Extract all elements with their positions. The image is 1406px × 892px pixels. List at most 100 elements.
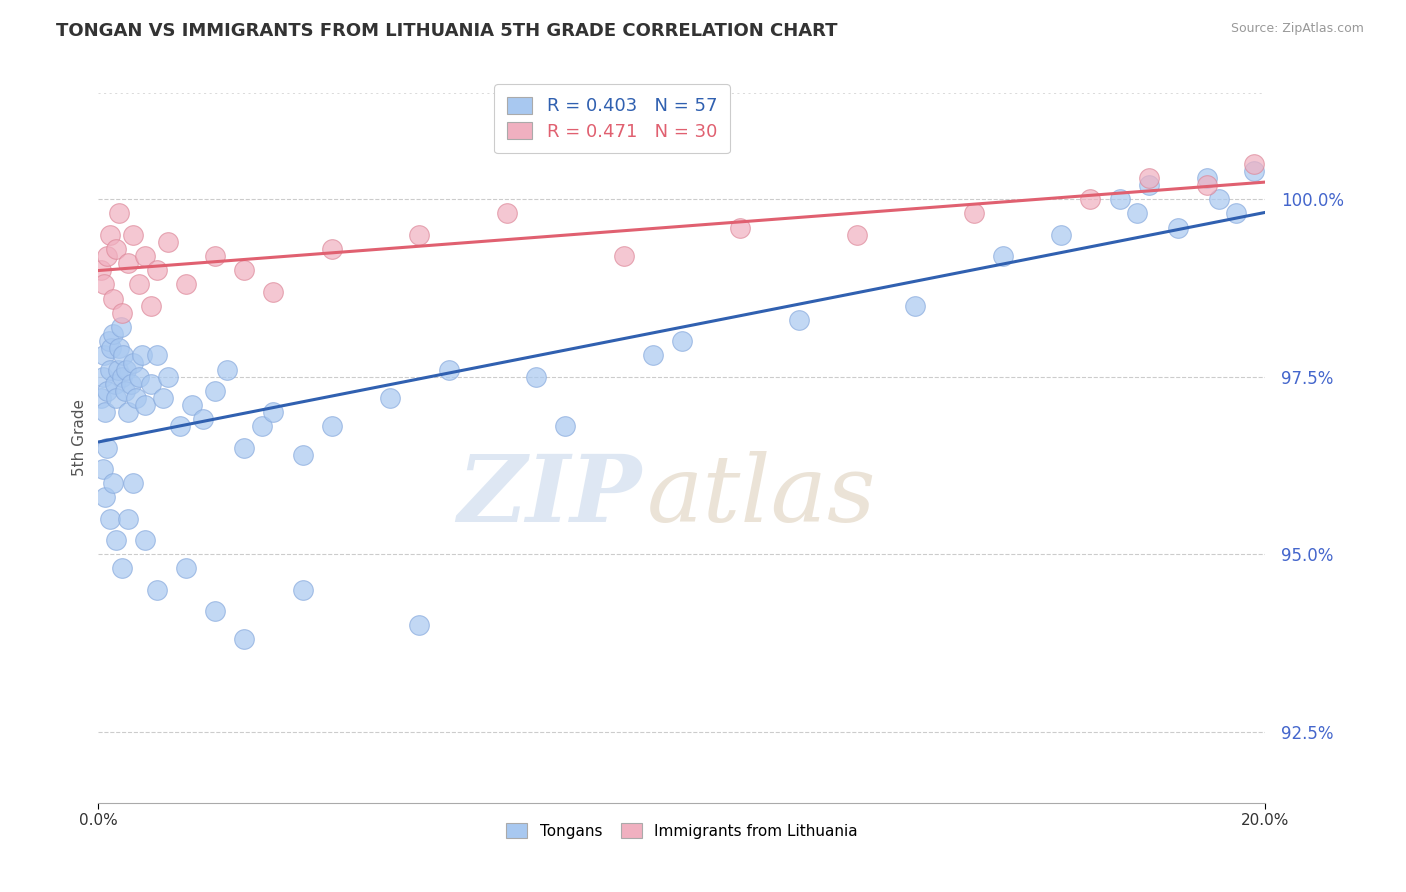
Point (97, 334, 120, 349)
Point (152, 391, 174, 405)
Point (250, 419, 273, 434)
Point (115, 362, 138, 376)
Point (107, 362, 129, 376)
Point (962, 206, 984, 220)
Point (263, 285, 285, 299)
Point (291, 448, 314, 462)
Point (169, 419, 191, 434)
Point (146, 263, 169, 277)
Point (157, 235, 180, 249)
Point (730, 220, 752, 235)
Point (122, 476, 145, 491)
Point (134, 533, 156, 547)
Point (120, 376, 142, 391)
Point (111, 369, 134, 384)
Point (100, 341, 122, 355)
Point (233, 632, 256, 647)
Point (134, 249, 156, 263)
Point (93, 277, 115, 292)
Point (128, 277, 150, 292)
Point (204, 384, 226, 398)
Point (991, 249, 1014, 263)
Point (128, 369, 150, 384)
Point (96, 384, 118, 398)
Point (263, 405, 285, 419)
Point (111, 561, 134, 575)
Point (524, 369, 547, 384)
Point (193, 412, 215, 426)
Point (1108, 192, 1130, 206)
Point (96, 441, 118, 455)
Text: Source: ZipAtlas.com: Source: ZipAtlas.com (1230, 22, 1364, 36)
Point (101, 292, 124, 306)
Point (101, 476, 124, 491)
Point (157, 369, 180, 384)
Point (1208, 192, 1230, 206)
Point (117, 512, 139, 526)
Point (1167, 220, 1189, 235)
Point (104, 376, 127, 391)
Point (1137, 170, 1160, 185)
Point (104, 533, 127, 547)
Point (104, 391, 127, 405)
Point (134, 398, 156, 412)
Point (122, 227, 145, 242)
Point (846, 227, 869, 242)
Point (117, 405, 139, 419)
Point (233, 441, 256, 455)
Point (94, 405, 117, 419)
Point (131, 348, 153, 362)
Point (94, 491, 117, 505)
Point (96, 249, 118, 263)
Text: TONGAN VS IMMIGRANTS FROM LITHUANIA 5TH GRADE CORRELATION CHART: TONGAN VS IMMIGRANTS FROM LITHUANIA 5TH … (56, 22, 838, 40)
Point (321, 419, 343, 434)
Point (90, 391, 112, 405)
Point (93, 348, 115, 362)
Point (98, 362, 121, 376)
Point (1126, 206, 1149, 220)
Legend: Tongans, Immigrants from Lithuania: Tongans, Immigrants from Lithuania (499, 815, 865, 847)
Point (110, 320, 132, 334)
Point (215, 362, 238, 376)
Point (98, 227, 121, 242)
Point (146, 582, 169, 597)
Point (180, 398, 202, 412)
Point (1197, 178, 1219, 192)
Point (108, 341, 131, 355)
Point (496, 206, 519, 220)
Point (1243, 163, 1265, 178)
Point (1197, 170, 1219, 185)
Point (1225, 206, 1247, 220)
Point (91, 462, 114, 476)
Point (139, 299, 162, 313)
Point (787, 313, 810, 327)
Point (641, 348, 664, 362)
Point (380, 391, 402, 405)
Point (1080, 192, 1102, 206)
Point (117, 256, 139, 270)
Point (111, 306, 134, 320)
Point (111, 348, 134, 362)
Text: ZIP: ZIP (457, 450, 641, 541)
Point (671, 334, 693, 349)
Text: atlas: atlas (647, 450, 876, 541)
Y-axis label: 5th Grade: 5th Grade (72, 399, 87, 475)
Point (613, 249, 636, 263)
Point (125, 391, 148, 405)
Point (204, 604, 226, 618)
Point (233, 263, 256, 277)
Point (408, 618, 430, 632)
Point (91, 369, 114, 384)
Point (204, 249, 226, 263)
Point (146, 348, 169, 362)
Point (1050, 227, 1073, 242)
Point (108, 206, 131, 220)
Point (1137, 178, 1160, 192)
Point (554, 419, 576, 434)
Point (114, 384, 136, 398)
Point (101, 327, 124, 342)
Point (104, 242, 127, 256)
Point (291, 582, 314, 597)
Point (174, 277, 197, 292)
Point (1243, 156, 1265, 170)
